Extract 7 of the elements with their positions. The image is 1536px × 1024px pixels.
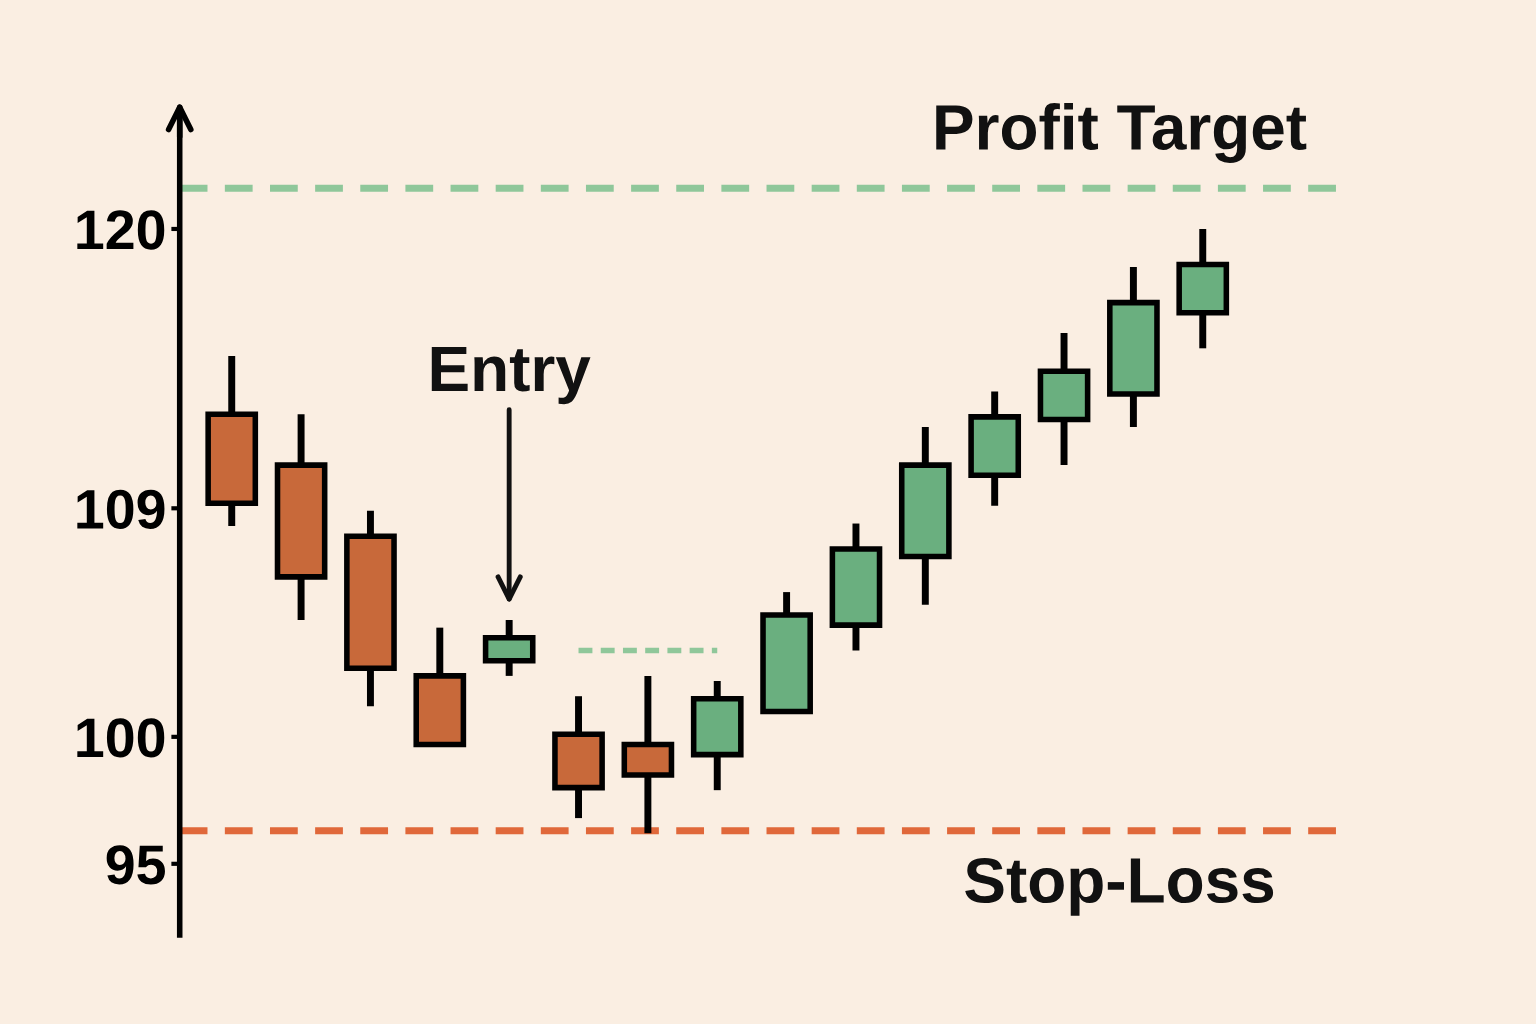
y-tick-label: 120 xyxy=(77,210,165,250)
y-tick-label: 100 xyxy=(77,718,165,758)
y-tick-label: 95 xyxy=(106,845,165,885)
ref-line-label: Profit Target xyxy=(936,103,1307,163)
annotation: Entry xyxy=(431,346,591,405)
y-tick-label: 109 xyxy=(77,489,165,529)
ref-line-label: Stop-Loss xyxy=(965,857,1274,916)
